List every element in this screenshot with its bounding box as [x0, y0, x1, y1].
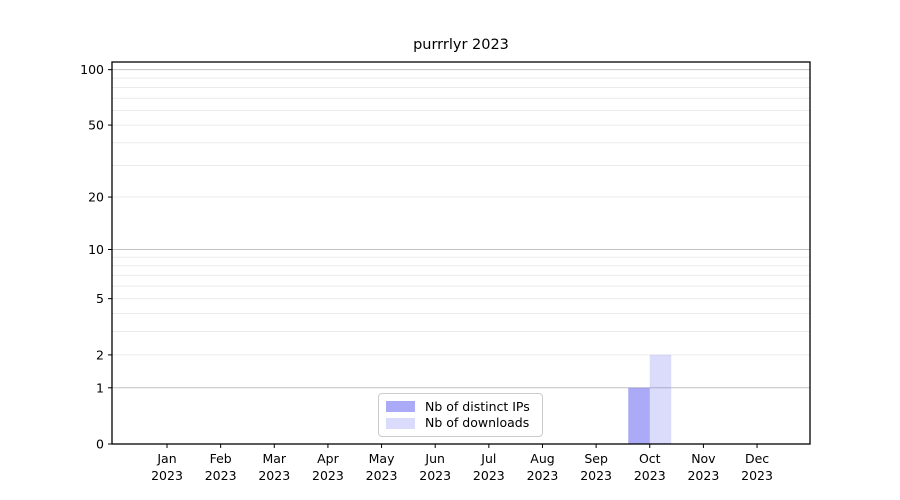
legend-swatch-distinct-ips: [386, 401, 415, 413]
legend-swatch-downloads: [386, 417, 415, 429]
svg-text:Mar: Mar: [262, 451, 286, 466]
svg-text:2023: 2023: [366, 468, 398, 483]
legend-label-downloads: Nb of downloads: [425, 415, 530, 431]
svg-text:2023: 2023: [527, 468, 559, 483]
svg-text:Jul: Jul: [480, 451, 496, 466]
svg-text:10: 10: [88, 242, 104, 257]
svg-text:2023: 2023: [258, 468, 290, 483]
svg-text:Nov: Nov: [691, 451, 716, 466]
svg-text:50: 50: [88, 118, 104, 133]
svg-text:1: 1: [96, 380, 104, 395]
legend: Nb of distinct IPs Nb of downloads: [378, 393, 543, 437]
svg-text:5: 5: [96, 291, 104, 306]
svg-text:2: 2: [96, 347, 104, 362]
svg-text:2023: 2023: [473, 468, 505, 483]
svg-text:Apr: Apr: [317, 451, 339, 466]
svg-text:2023: 2023: [580, 468, 612, 483]
svg-text:Jan: Jan: [156, 451, 176, 466]
svg-text:Jun: Jun: [424, 451, 445, 466]
svg-text:2023: 2023: [419, 468, 451, 483]
legend-item-distinct-ips: Nb of distinct IPs: [386, 398, 535, 414]
svg-text:Oct: Oct: [639, 451, 661, 466]
svg-text:2023: 2023: [741, 468, 773, 483]
chart-title: purrrlyr 2023: [413, 37, 509, 53]
svg-text:2023: 2023: [205, 468, 237, 483]
svg-text:Aug: Aug: [530, 451, 554, 466]
svg-text:0: 0: [96, 437, 104, 452]
legend-label-distinct-ips: Nb of distinct IPs: [425, 398, 530, 414]
svg-text:20: 20: [88, 190, 104, 205]
svg-text:2023: 2023: [312, 468, 344, 483]
svg-text:2023: 2023: [634, 468, 666, 483]
svg-text:Feb: Feb: [210, 451, 232, 466]
svg-text:May: May: [369, 451, 395, 466]
svg-text:Dec: Dec: [745, 451, 769, 466]
svg-text:Sep: Sep: [584, 451, 608, 466]
legend-item-downloads: Nb of downloads: [386, 416, 535, 430]
svg-text:2023: 2023: [687, 468, 719, 483]
svg-text:2023: 2023: [151, 468, 183, 483]
svg-text:100: 100: [80, 62, 104, 77]
